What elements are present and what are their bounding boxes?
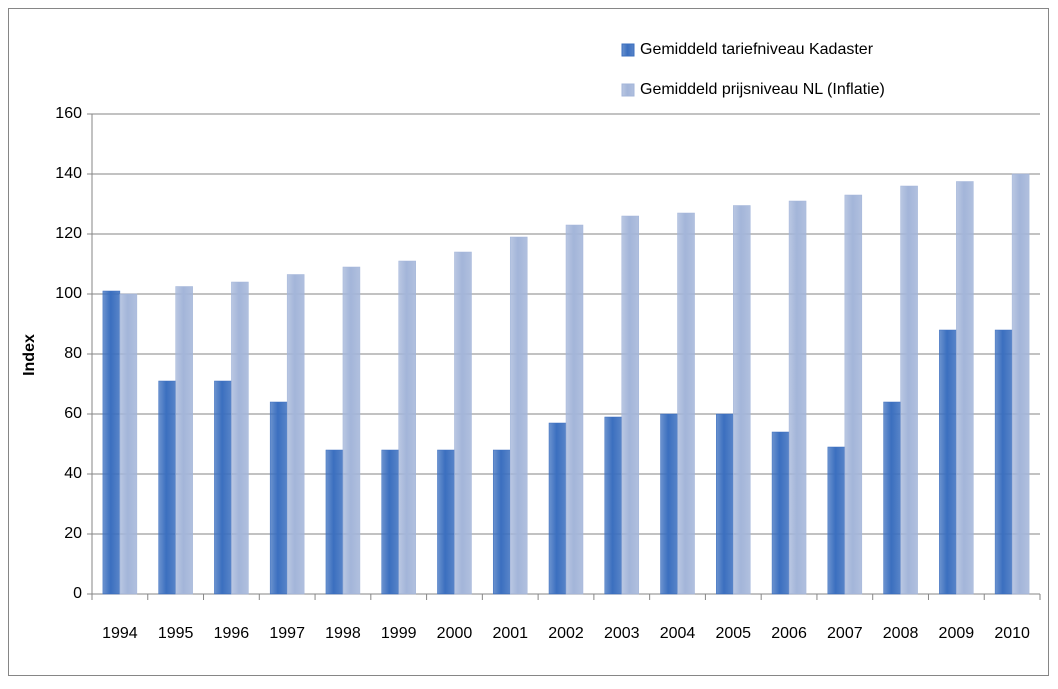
bar [939,329,957,595]
bar [716,413,734,595]
bar [771,431,790,595]
x-tick-label: 2002 [548,625,584,642]
bar [548,422,567,595]
y-tick-label: 120 [55,225,82,242]
y-tick-label: 40 [64,465,82,482]
x-tick-label: 2003 [604,625,640,642]
bar [175,286,193,595]
bar [119,293,138,595]
y-tick-label: 100 [55,285,82,302]
y-tick-label: 160 [55,105,82,122]
bar [994,329,1013,595]
bar [621,215,640,595]
bar [565,224,584,595]
x-tick-label: 2006 [771,625,807,642]
bar [342,266,361,595]
legend-swatch [621,43,635,57]
bar [900,185,918,595]
x-tick-label: 2005 [715,625,751,642]
y-tick-label: 60 [64,405,82,422]
legend-swatch [621,83,635,97]
legend-label: Gemiddeld tariefniveau Kadaster [640,41,874,58]
bar [1011,173,1030,595]
bar [158,380,176,595]
bar [214,380,232,595]
x-tick-label: 1997 [269,625,305,642]
bar [883,401,901,595]
x-tick-label: 2008 [883,625,919,642]
bar [231,281,249,595]
bar [381,449,399,595]
y-tick-label: 140 [55,165,82,182]
bar [604,416,623,595]
bar [437,449,455,595]
y-axis-label: Index [21,334,38,376]
legend-label: Gemiddeld prijsniveau NL (Inflatie) [640,81,885,98]
y-tick-label: 80 [64,345,82,362]
bar [269,401,288,595]
bar [286,274,305,595]
x-tick-label: 2009 [939,625,975,642]
bar [733,205,751,595]
bar [827,446,846,595]
x-tick-label: 1999 [381,625,417,642]
bar [844,194,863,595]
bar [788,200,807,595]
bar [660,413,678,595]
x-tick-label: 2004 [660,625,696,642]
bar [492,449,511,595]
bar [509,236,528,595]
x-tick-label: 1995 [158,625,194,642]
x-tick-label: 2010 [994,625,1030,642]
x-tick-label: 2007 [827,625,863,642]
x-tick-label: 2001 [492,625,528,642]
y-tick-label: 20 [64,525,82,542]
x-tick-label: 1994 [102,625,138,642]
y-tick-label: 0 [73,585,82,602]
bar [677,212,695,595]
bar [454,251,472,595]
bar [102,290,121,595]
x-tick-label: 1998 [325,625,361,642]
bar [956,181,974,595]
x-tick-label: 2000 [437,625,473,642]
bar [325,449,344,595]
bar [398,260,416,595]
x-tick-label: 1996 [214,625,250,642]
